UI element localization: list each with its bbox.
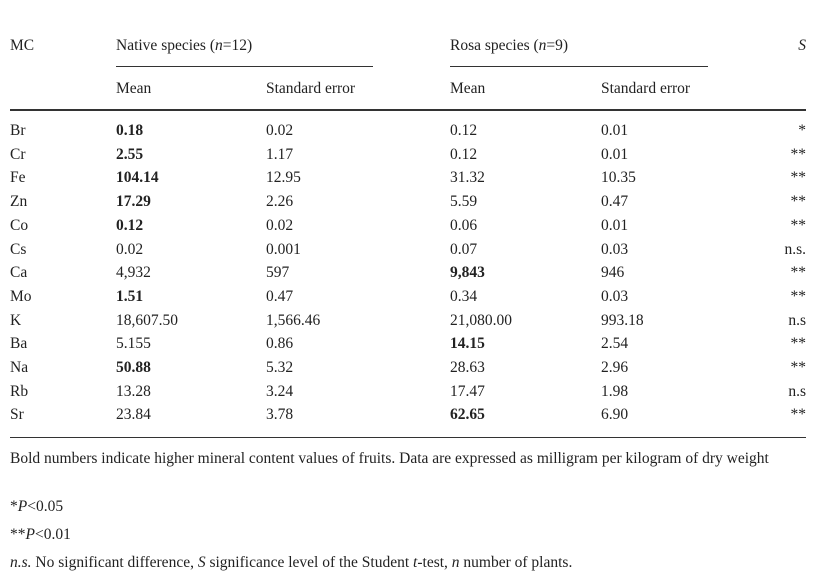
cell-rosa-stderr: 2.54 — [601, 335, 629, 352]
cell-rosa-stderr: 993.18 — [601, 312, 644, 329]
cell-native-stderr: 3.78 — [266, 406, 294, 423]
cell-native-mean: 104.14 — [116, 169, 159, 186]
cell-native-mean: 17.29 — [116, 193, 151, 210]
cell-significance: ** — [790, 193, 807, 210]
native-stderr-header: Standard error — [266, 80, 356, 97]
rosa-stderr-header: Standard error — [601, 80, 691, 97]
cell-significance: ** — [790, 359, 807, 376]
cell-mc: Zn — [10, 193, 28, 210]
footnote-bold-explanation: Bold numbers indicate higher mineral con… — [10, 450, 769, 467]
cell-rosa-mean: 62.65 — [450, 406, 485, 423]
cell-mc: Rb — [10, 383, 29, 400]
cell-rosa-mean: 28.63 — [450, 359, 485, 376]
cell-rosa-stderr: 2.96 — [601, 359, 629, 376]
cell-rosa-stderr: 6.90 — [601, 406, 629, 423]
cell-rosa-mean: 0.06 — [450, 217, 478, 234]
header-mc: MC — [10, 37, 35, 54]
cell-mc: Co — [10, 217, 29, 234]
footnote-legend: n.s. No significant difference, S signif… — [10, 554, 573, 571]
cell-significance: n.s. — [784, 241, 806, 258]
cell-native-stderr: 1,566.46 — [266, 312, 321, 329]
cell-native-stderr: 597 — [266, 264, 290, 281]
cell-native-mean: 2.55 — [116, 146, 144, 163]
cell-significance: ** — [790, 288, 807, 305]
native-mean-header: Mean — [116, 80, 152, 97]
cell-rosa-mean: 14.15 — [450, 335, 485, 352]
cell-rosa-mean: 0.12 — [450, 122, 478, 139]
cell-significance: ** — [790, 335, 807, 352]
cell-rosa-mean: 0.12 — [450, 146, 478, 163]
footnote-p005: *P<0.05 — [10, 498, 64, 515]
cell-native-mean: 23.84 — [116, 406, 151, 423]
cell-native-stderr: 0.02 — [266, 217, 294, 234]
cell-significance: n.s — [788, 312, 806, 329]
cell-native-stderr: 3.24 — [266, 383, 294, 400]
header-rosa-species: Rosa species (n=9) — [450, 37, 569, 54]
cell-native-stderr: 0.47 — [266, 288, 294, 305]
cell-rosa-stderr: 946 — [601, 264, 625, 281]
cell-significance: ** — [790, 264, 807, 281]
cell-significance: ** — [790, 406, 807, 423]
cell-mc: Br — [10, 122, 26, 139]
cell-rosa-stderr: 0.47 — [601, 193, 629, 210]
cell-significance: * — [798, 122, 806, 139]
cell-significance: ** — [790, 217, 807, 234]
cell-rosa-mean: 0.07 — [450, 241, 478, 258]
cell-rosa-mean: 21,080.00 — [450, 312, 512, 329]
cell-significance: ** — [790, 146, 807, 163]
cell-rosa-stderr: 0.01 — [601, 122, 629, 139]
cell-native-stderr: 0.86 — [266, 335, 294, 352]
cell-native-mean: 1.51 — [116, 288, 144, 305]
cell-native-mean: 0.12 — [116, 217, 144, 234]
cell-mc: Ba — [10, 335, 28, 352]
cell-rosa-mean: 17.47 — [450, 383, 485, 400]
cell-rosa-stderr: 1.98 — [601, 383, 629, 400]
cell-native-mean: 13.28 — [116, 383, 151, 400]
header-significance: S — [798, 37, 806, 54]
cell-native-mean: 4,932 — [116, 264, 151, 281]
cell-mc: Mo — [10, 288, 32, 305]
cell-native-mean: 50.88 — [116, 359, 151, 376]
cell-native-mean: 18,607.50 — [116, 312, 178, 329]
cell-native-stderr: 2.26 — [266, 193, 294, 210]
footnote-p001: **P<0.01 — [10, 526, 71, 543]
cell-rosa-mean: 5.59 — [450, 193, 478, 210]
cell-native-mean: 0.02 — [116, 241, 144, 258]
cell-rosa-stderr: 0.03 — [601, 288, 629, 305]
cell-significance: n.s — [788, 383, 806, 400]
cell-rosa-stderr: 0.01 — [601, 146, 629, 163]
cell-rosa-mean: 31.32 — [450, 169, 485, 186]
cell-mc: Cr — [10, 146, 26, 163]
cell-significance: ** — [790, 169, 807, 186]
cell-rosa-mean: 0.34 — [450, 288, 478, 305]
cell-rosa-stderr: 0.03 — [601, 241, 629, 258]
cell-native-stderr: 12.95 — [266, 169, 301, 186]
cell-mc: Fe — [10, 169, 26, 186]
rosa-group-rule — [450, 66, 708, 67]
cell-native-mean: 0.18 — [116, 122, 144, 139]
cell-native-stderr: 0.02 — [266, 122, 294, 139]
cell-mc: K — [10, 312, 22, 329]
cell-mc: Ca — [10, 264, 28, 281]
cell-rosa-stderr: 0.01 — [601, 217, 629, 234]
native-group-rule — [116, 66, 373, 67]
header-rule — [10, 109, 806, 111]
cell-native-stderr: 1.17 — [266, 146, 294, 163]
cell-native-stderr: 0.001 — [266, 241, 301, 258]
cell-rosa-mean: 9,843 — [450, 264, 485, 281]
rosa-mean-header: Mean — [450, 80, 486, 97]
cell-mc: Na — [10, 359, 29, 376]
bottom-rule — [10, 437, 806, 438]
cell-native-stderr: 5.32 — [266, 359, 294, 376]
cell-native-mean: 5.155 — [116, 335, 151, 352]
cell-mc: Cs — [10, 241, 27, 258]
cell-rosa-stderr: 10.35 — [601, 169, 636, 186]
cell-mc: Sr — [10, 406, 24, 423]
header-native-species: Native species (n=12) — [116, 37, 253, 54]
